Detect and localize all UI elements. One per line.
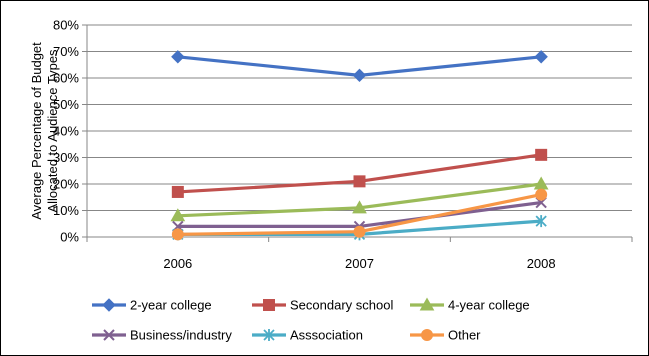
y-tick-label: 20% — [53, 177, 79, 192]
data-point — [352, 68, 367, 83]
legend-marker — [263, 329, 275, 341]
legend-item: Business/industry — [92, 328, 232, 343]
legend-label: 2-year college — [130, 298, 212, 313]
legend-label: Asssociation — [290, 328, 363, 343]
series-other — [171, 188, 548, 241]
y-tick-label: 0% — [60, 230, 79, 245]
y-tick-label: 70% — [53, 44, 79, 59]
legend-item: 2-year college — [92, 298, 212, 313]
legend-label: 4-year college — [448, 298, 530, 313]
legend: 2-year college Secondary school 4-year col… — [92, 297, 530, 343]
y-tick-label: 30% — [53, 150, 79, 165]
legend-marker — [102, 298, 116, 312]
y-axis-tick-labels: 0% 10% 20% 30% 40% 50% 60% 70% 80% — [53, 18, 79, 245]
y-axis-title-line: Allocated to Audience Types — [45, 49, 60, 213]
series-2-year-college — [171, 50, 548, 83]
y-tick-label: 80% — [53, 18, 79, 33]
y-tick-label: 10% — [53, 203, 79, 218]
series-4-year-college — [170, 176, 549, 222]
series-lines — [170, 50, 549, 241]
data-point — [353, 175, 366, 188]
marker-stroke — [103, 329, 115, 341]
y-tick-label: 60% — [53, 71, 79, 86]
y-axis-title-line: Average Percentage of Budget — [29, 42, 44, 220]
legend-label: Secondary school — [290, 298, 393, 313]
legend-marker — [263, 299, 275, 311]
legend-marker — [103, 329, 115, 341]
x-tick-label: 2007 — [345, 256, 374, 271]
data-point — [353, 225, 366, 238]
data-point — [171, 185, 184, 198]
data-point — [171, 228, 184, 241]
data-point — [535, 215, 547, 228]
y-axis-title: Average Percentage of BudgetAllocated to… — [29, 42, 60, 220]
legend-item: 4-year college — [410, 297, 530, 313]
legend-item: Other — [410, 328, 481, 343]
x-axis-tick-labels: 2006 2007 2008 — [163, 256, 555, 271]
legend-label: Business/industry — [130, 328, 232, 343]
data-point — [534, 50, 548, 64]
y-tick-label: 40% — [53, 124, 79, 139]
x-tick-label: 2006 — [163, 256, 192, 271]
series-secondary-school — [171, 148, 548, 198]
y-tick-label: 50% — [53, 97, 79, 112]
data-point — [352, 200, 367, 214]
data-point — [535, 148, 548, 161]
legend-item: Secondary school — [252, 298, 393, 313]
legend-label: Other — [448, 328, 481, 343]
x-tick-label: 2008 — [527, 256, 556, 271]
data-point — [170, 208, 186, 222]
legend-item: Asssociation — [252, 328, 363, 343]
legend-marker — [421, 329, 433, 341]
data-point — [171, 50, 185, 64]
legend-marker — [419, 297, 435, 311]
data-point — [535, 188, 548, 201]
